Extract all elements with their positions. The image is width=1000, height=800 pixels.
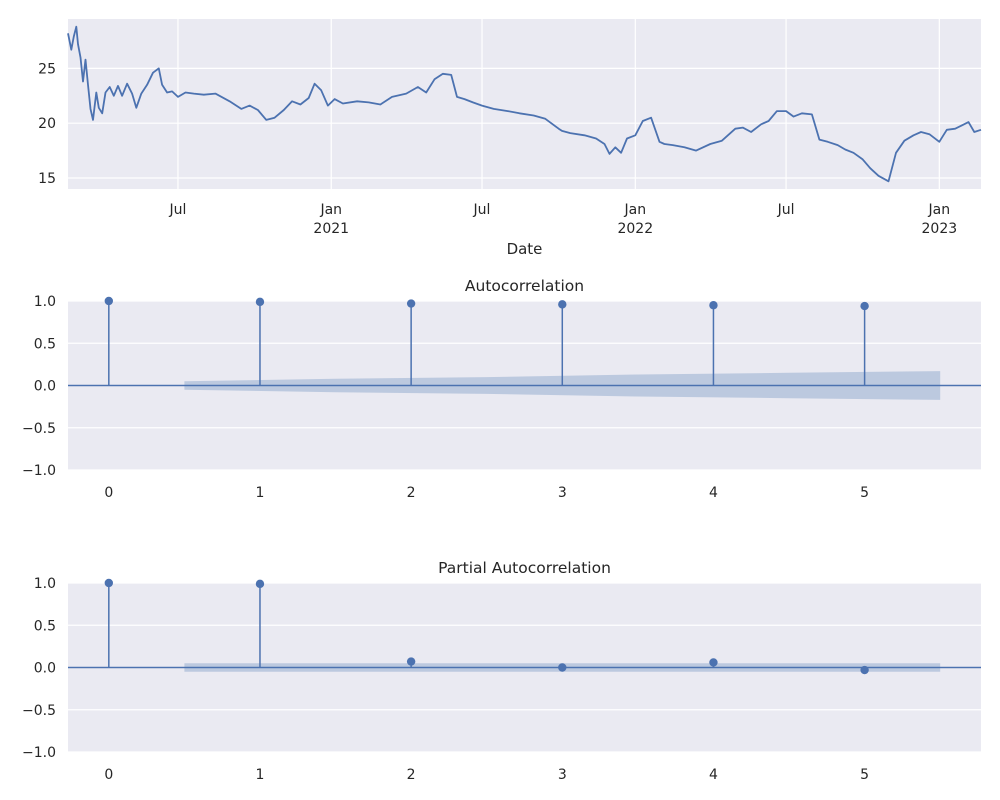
x-tick-label: 2: [407, 485, 416, 501]
marker-lag-5: [860, 301, 869, 311]
y-tick-label: 15: [38, 171, 56, 187]
y-tick-label: 0.0: [34, 379, 56, 395]
marker-lag-3: [558, 300, 567, 309]
x-tick-label: Jul: [777, 202, 795, 218]
y-tick-label: −0.5: [22, 421, 56, 437]
y-tick-label: −1.0: [22, 745, 56, 761]
y-tick-label: 0.5: [34, 336, 56, 352]
marker-lag-0: [104, 296, 114, 306]
x-tick-label: 1: [256, 767, 265, 783]
pacf-chart: −1.0 −0.5 0.0 0.5 1.0 0 1 2 3 4 5 Partial Autocorre…: [22, 559, 981, 783]
x-tick-label: 2023: [922, 221, 958, 237]
x-tick-label: 5: [860, 485, 869, 501]
x-tick-label: Jul: [169, 202, 187, 218]
y-tick-label: 1.0: [34, 576, 56, 592]
price-line-chart: 15 20 25 Jul Jan 2021 Jul Jan 2022 Jul Jan 2023 Date: [38, 19, 982, 258]
x-tick-label: 3: [558, 485, 567, 501]
x-tick-label: Jul: [473, 202, 491, 218]
acf-chart: −1.0 −0.5 0.0 0.5 1.0 0 1 2 3 4 5 Autocorrelation: [22, 277, 981, 501]
y-tick-label: −1.0: [22, 463, 56, 479]
x-tick-label: Jan: [928, 202, 951, 218]
y-tick-label: 25: [38, 61, 56, 77]
x-tick-label: 0: [104, 767, 113, 783]
y-tick-label: 1.0: [34, 294, 56, 310]
x-tick-label: Jan: [319, 202, 342, 218]
y-tick-label: 0.0: [34, 661, 56, 677]
x-tick-label: Jan: [623, 202, 646, 218]
marker-lag-0: [104, 578, 114, 588]
marker-lag-1: [255, 579, 265, 589]
x-tick-label: 4: [709, 485, 718, 501]
marker-lag-4: [709, 658, 718, 667]
marker-lag-5: [860, 665, 869, 675]
x-tick-label: 2022: [617, 221, 653, 237]
price-series-line: [67, 25, 982, 183]
marker-lag-2: [406, 657, 416, 666]
marker-lag-3: [558, 663, 567, 672]
marker-lag-4: [709, 301, 718, 310]
x-tick-label: 5: [860, 767, 869, 783]
x-tick-label: 3: [558, 767, 567, 783]
x-tick-label: 2021: [313, 221, 349, 237]
marker-lag-1: [255, 297, 265, 307]
chart-title: Autocorrelation: [465, 277, 584, 295]
plot-area: [68, 19, 981, 189]
y-tick-label: 20: [38, 116, 56, 132]
x-tick-label: 1: [256, 485, 265, 501]
x-tick-label: 0: [104, 485, 113, 501]
chart-title: Partial Autocorrelation: [438, 559, 611, 577]
x-tick-label: 4: [709, 767, 718, 783]
x-axis-label: Date: [507, 240, 543, 258]
y-tick-label: 0.5: [34, 618, 56, 634]
x-tick-label: 2: [407, 767, 416, 783]
y-tick-label: −0.5: [22, 703, 56, 719]
marker-lag-2: [406, 299, 416, 308]
